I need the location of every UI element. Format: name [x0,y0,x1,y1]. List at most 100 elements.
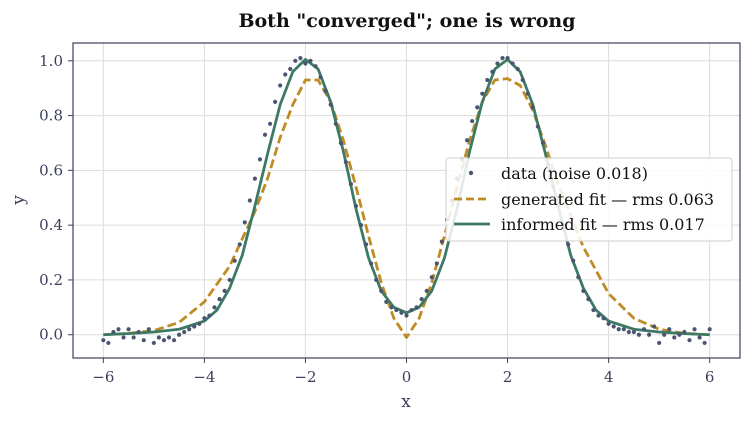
data-point [212,305,217,310]
x-tick-label: −6 [92,368,114,386]
data-point [465,138,470,143]
data-point [303,61,308,66]
data-point [525,91,530,96]
data-point [429,275,434,280]
data-point [540,140,546,146]
data-point [697,335,702,340]
data-point [247,198,252,203]
data-point [616,327,621,332]
data-point [252,176,258,181]
data-point [202,316,207,321]
legend: data (noise 0.018) generated fit — rms 0… [445,157,733,242]
data-point [358,223,364,228]
data-point [682,329,687,335]
informed-fit-line [103,58,710,337]
data-point [328,102,333,107]
data-point [237,242,242,247]
data-point [707,327,712,332]
data-point [596,313,601,318]
data-point [187,327,192,332]
x-tick-label: 2 [503,368,513,386]
data-point [672,335,677,340]
data-point [156,335,161,340]
y-tick-label: 0.0 [39,326,63,344]
data-point [369,261,374,266]
data-point [217,297,222,302]
data-point [646,332,652,337]
data-point [576,275,581,280]
x-tick-label: 0 [402,368,412,386]
data-point [197,321,202,326]
legend-label-informed-fit: informed fit — rms 0.017 [501,215,705,234]
data-point [399,310,404,315]
data-point [626,329,631,335]
data-point [419,297,424,302]
data-point [146,327,151,332]
data-point [606,321,611,326]
data-point [566,242,571,247]
data-point [520,77,525,83]
data-point [641,327,647,332]
data-point [424,288,429,293]
x-tick-label: 4 [604,368,614,386]
data-point [338,140,343,146]
data-point [475,105,480,110]
data-point [702,340,707,346]
legend-label-generated-fit: generated fit — rms 0.063 [501,190,714,209]
data-point [318,75,323,80]
data-point [374,277,379,283]
data-point [171,338,177,343]
data-point [586,297,591,302]
data-point [636,332,642,337]
legend-label-data: data (noise 0.018) [501,164,648,183]
data-point [535,124,540,129]
data-point [106,340,111,346]
data-point [116,327,121,332]
x-tick-label: 6 [705,368,715,386]
data-point [101,338,106,343]
data-point [161,338,167,343]
data-point [192,324,197,329]
data-point [353,203,359,209]
data-point [182,329,187,335]
data-point [530,105,535,110]
y-tick-label: 0.4 [39,216,63,234]
data-point [490,69,495,74]
data-point [131,335,136,340]
data-point [470,118,475,124]
data-point [111,329,116,335]
data-point [278,83,283,88]
data-point [121,335,126,340]
data-point [323,88,328,94]
data-point [515,66,520,72]
data-point [611,324,616,329]
data-point [151,340,156,346]
data-point [293,58,298,63]
data-point [136,329,141,335]
data-point [439,239,444,244]
legend-marker-data [468,170,474,176]
data-point [434,261,439,266]
legend-box [445,157,733,242]
data-point [571,258,576,263]
data-point [631,329,636,335]
data-point [126,327,131,332]
data-point [500,55,505,61]
data-point [414,305,419,310]
data-point [621,327,626,332]
data-point [652,324,657,329]
data-point [480,91,485,96]
chart-title: Both "converged"; one is wrong [238,10,575,32]
data-point [389,305,394,310]
data-point [505,55,510,61]
y-tick-label: 0.2 [39,271,63,289]
data-point [177,332,182,337]
x-tick-label: −2 [294,368,316,386]
data-point [273,99,278,104]
data-point [485,77,490,83]
data-point [591,307,596,313]
data-point [232,258,237,263]
data-point [384,299,389,304]
data-point [409,307,414,313]
data-point [308,58,313,63]
